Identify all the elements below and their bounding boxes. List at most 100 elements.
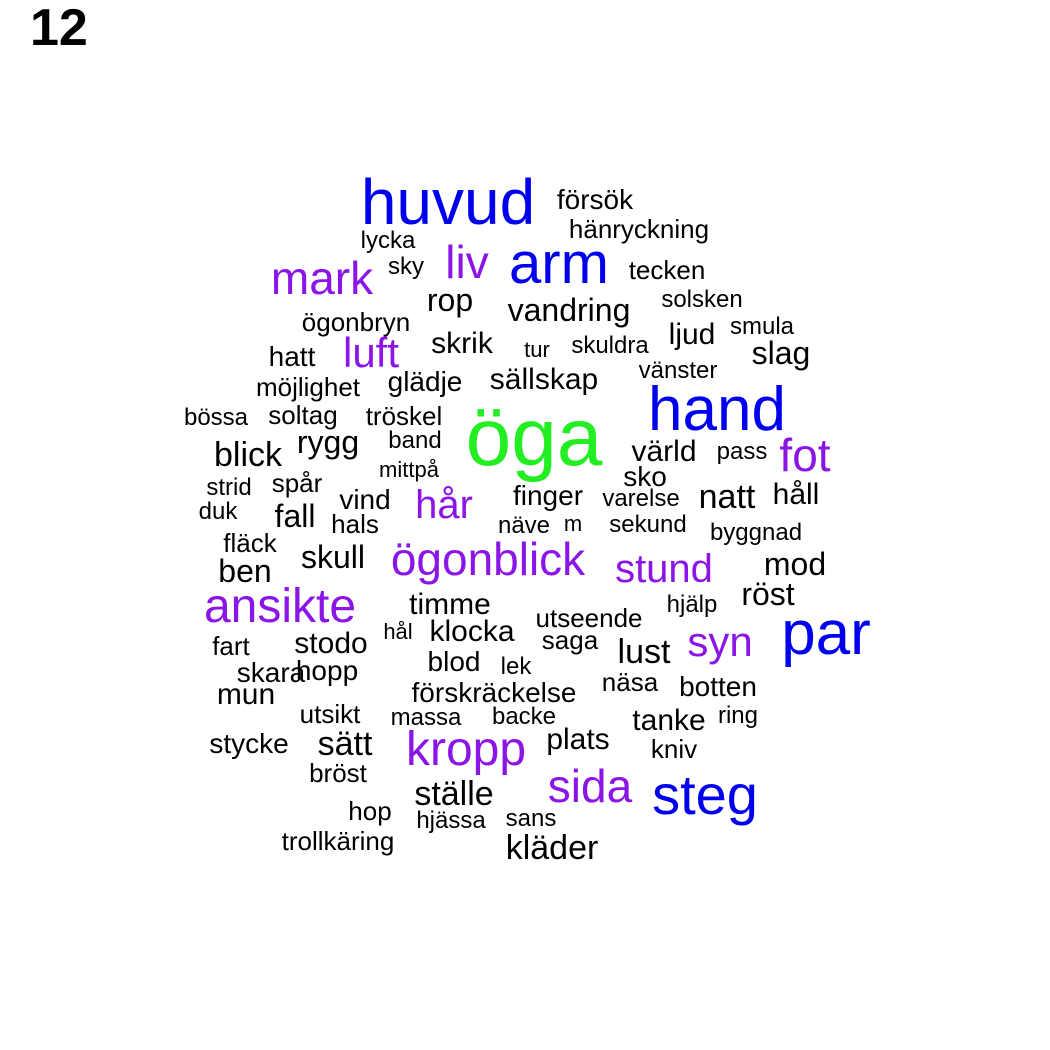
word-varelse: varelse bbox=[602, 485, 680, 512]
word-sans: sans bbox=[505, 805, 557, 832]
word-smula: smula bbox=[729, 313, 795, 340]
word-hals: hals bbox=[331, 509, 379, 539]
word-flack: fläck bbox=[223, 528, 277, 558]
word-hanryckning: hänryckning bbox=[568, 214, 710, 244]
word-brost: bröst bbox=[309, 758, 367, 788]
word-sko: sko bbox=[623, 461, 667, 492]
word-finger: finger bbox=[512, 480, 584, 511]
word-backe: backe bbox=[491, 703, 557, 730]
word-utseende: utseende bbox=[535, 603, 643, 633]
word-hatt: hatt bbox=[268, 341, 316, 372]
word-satt: sätt bbox=[317, 725, 373, 763]
word-hjassa: hjässa bbox=[416, 807, 486, 834]
word-bossa: bössa bbox=[183, 404, 249, 431]
word-saga: saga bbox=[541, 625, 599, 655]
word-soltag: soltag bbox=[268, 400, 338, 430]
word-klocka: klocka bbox=[429, 615, 515, 648]
word-klader: kläder bbox=[505, 829, 599, 867]
word-mod: mod bbox=[763, 546, 827, 582]
word-spar: spår bbox=[271, 468, 323, 498]
word-lek: lek bbox=[500, 653, 532, 680]
word-mun: mun bbox=[216, 678, 276, 711]
word-steg: steg bbox=[652, 763, 758, 826]
panel-label: 12 bbox=[30, 0, 88, 57]
word-arm: arm bbox=[509, 231, 609, 296]
word-botten: botten bbox=[679, 671, 757, 702]
word-rygg: rygg bbox=[296, 424, 360, 460]
word-ljud: ljud bbox=[668, 318, 716, 351]
word-strid: strid bbox=[206, 474, 252, 501]
word-oga: öga bbox=[465, 392, 603, 483]
word-fart: fart bbox=[212, 631, 250, 661]
word-skuldra: skuldra bbox=[571, 332, 649, 359]
word-varld: värld bbox=[631, 435, 697, 468]
word-stund: stund bbox=[615, 547, 713, 591]
word-pass: pass bbox=[716, 438, 768, 465]
word-forskrackelse: förskräckelse bbox=[411, 677, 577, 708]
word-vandring: vandring bbox=[507, 292, 631, 328]
word-fall: fall bbox=[274, 498, 316, 534]
word-sky: sky bbox=[388, 253, 424, 280]
word-duk: duk bbox=[198, 498, 238, 525]
word-mittpa: mittpå bbox=[379, 457, 439, 482]
word-par: par bbox=[781, 599, 871, 668]
word-lust: lust bbox=[617, 633, 671, 671]
word-blod: blod bbox=[427, 646, 481, 677]
word-slag: slag bbox=[751, 335, 811, 371]
word-utsikt: utsikt bbox=[299, 699, 361, 729]
word-skrik: skrik bbox=[431, 327, 493, 360]
word-hal: hål bbox=[383, 619, 413, 644]
word-sallskap: sällskap bbox=[489, 363, 599, 396]
word-har: hår bbox=[415, 483, 473, 527]
word-nasa: näsa bbox=[601, 667, 659, 697]
word-vind: vind bbox=[339, 484, 391, 515]
word-tanke: tanke bbox=[632, 704, 706, 737]
word-kniv: kniv bbox=[650, 734, 698, 764]
word-skara: skara bbox=[236, 657, 306, 688]
word-ring: ring bbox=[717, 702, 759, 729]
word-forsok: försök bbox=[556, 184, 634, 215]
word-natt: natt bbox=[698, 478, 756, 516]
word-rost: röst bbox=[741, 576, 795, 612]
word-troskel: tröskel bbox=[365, 401, 443, 431]
word-sekund: sekund bbox=[609, 511, 687, 538]
word-mojlighet: möjlighet bbox=[255, 372, 361, 402]
word-hall: håll bbox=[772, 478, 820, 511]
word-nave: näve bbox=[497, 512, 551, 539]
word-hop: hop bbox=[348, 796, 392, 826]
word-tur: tur bbox=[524, 337, 550, 362]
word-huvud: huvud bbox=[360, 166, 536, 238]
word-tecken: tecken bbox=[628, 255, 706, 285]
word-lycka: lycka bbox=[360, 227, 416, 254]
word-fot: fot bbox=[779, 429, 831, 481]
word-kropp: kropp bbox=[405, 723, 527, 776]
word-byggnad: byggnad bbox=[709, 519, 803, 546]
word-blick: blick bbox=[213, 436, 283, 474]
word-hand: hand bbox=[648, 375, 786, 444]
word-stalle: ställe bbox=[414, 775, 494, 813]
word-hjalp: hjälp bbox=[666, 591, 718, 618]
word-hopp: hopp bbox=[295, 655, 359, 686]
word-gladje: glädje bbox=[387, 366, 463, 397]
word-m: m bbox=[563, 511, 583, 536]
word-band: band bbox=[388, 427, 442, 454]
word-ansikte: ansikte bbox=[203, 580, 357, 633]
word-timme: timme bbox=[409, 588, 491, 621]
word-trollkaring: trollkäring bbox=[281, 826, 395, 856]
word-vanster: vänster bbox=[638, 357, 718, 384]
word-rop: rop bbox=[426, 282, 474, 318]
word-syn: syn bbox=[687, 618, 753, 665]
word-luft: luft bbox=[342, 329, 400, 376]
word-solsken: solsken bbox=[661, 286, 743, 313]
word-massa: massa bbox=[390, 704, 462, 731]
word-sida: sida bbox=[547, 760, 633, 812]
word-plats: plats bbox=[546, 723, 610, 756]
word-skull: skull bbox=[300, 539, 366, 575]
word-stycke: stycke bbox=[209, 728, 289, 759]
word-ogonbryn: ögonbryn bbox=[301, 307, 411, 337]
word-ogonblick: ögonblick bbox=[390, 533, 586, 585]
word-stodo: stodo bbox=[294, 627, 368, 660]
word-mark: mark bbox=[270, 252, 374, 304]
word-ben: ben bbox=[218, 553, 272, 589]
